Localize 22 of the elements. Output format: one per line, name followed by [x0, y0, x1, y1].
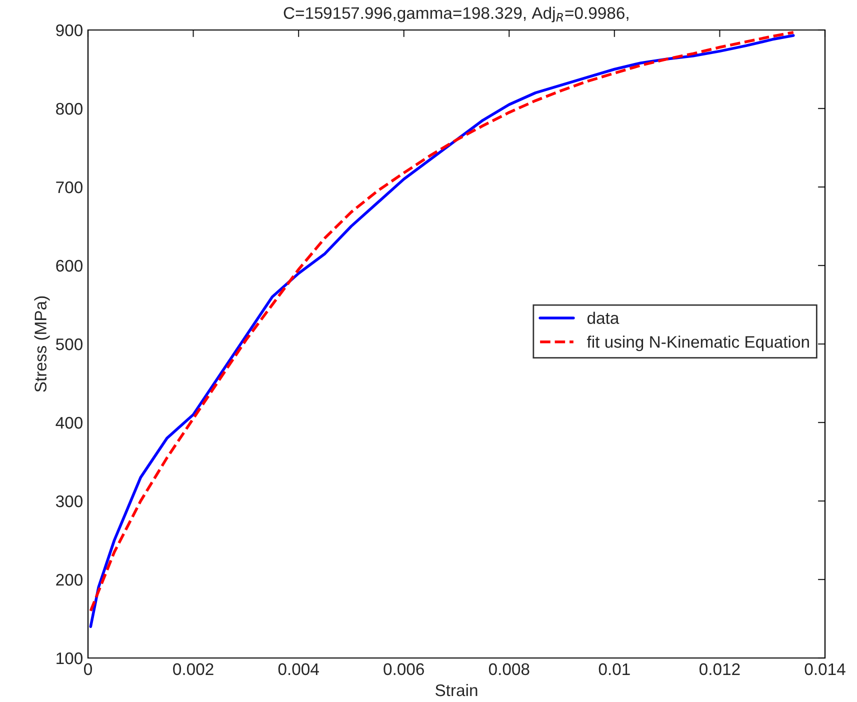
y-axis-title: Stress (MPa): [34, 296, 50, 392]
x-tick-label: 0: [84, 663, 92, 676]
x-tick-label: 0.012: [700, 663, 740, 676]
y-tick-label: 100: [56, 652, 82, 664]
y-tick-label: 600: [56, 260, 82, 272]
y-tick-label: 900: [56, 24, 82, 36]
x-axis-title: Strain: [435, 684, 478, 696]
x-tick-label: 0.014: [804, 663, 846, 676]
y-tick-label: 200: [56, 574, 82, 586]
x-tick-label: 0.004: [278, 663, 319, 676]
x-tick-label: 0.01: [598, 663, 630, 676]
legend-label: data: [587, 312, 620, 324]
x-tick-label: 0.002: [173, 663, 214, 676]
y-tick-label: 500: [56, 338, 82, 350]
legend-label: fit using N-Kinematic Equation: [586, 336, 809, 352]
x-tick-label: 0.006: [384, 663, 424, 676]
x-tick-label: 0.008: [488, 663, 530, 676]
y-tick-label: 700: [56, 181, 82, 194]
y-tick-label: 400: [56, 416, 82, 429]
chart-title: C=159157.996,gamma=198.329, Adj$_{R}$=0.9986,: [284, 6, 628, 22]
y-tick-label: 800: [56, 102, 82, 115]
y-tick-label: 300: [56, 495, 82, 508]
